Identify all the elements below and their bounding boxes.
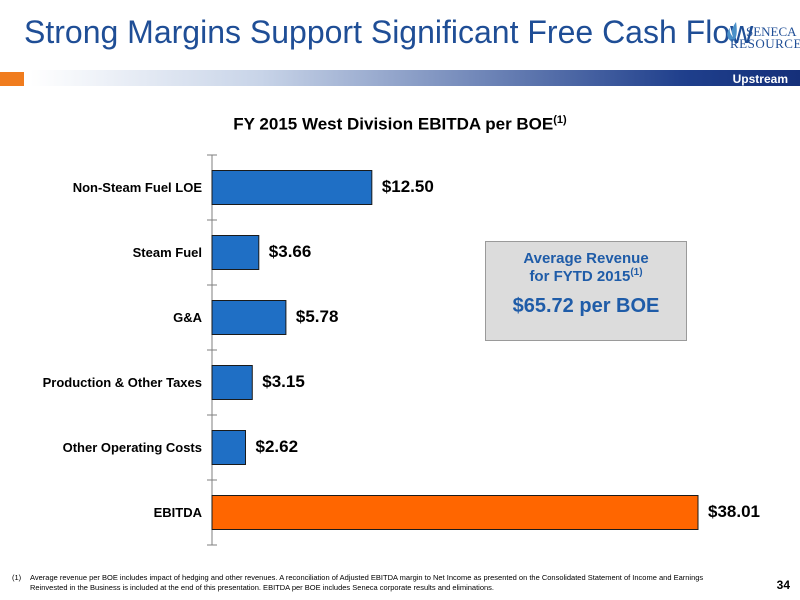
category-label: Other Operating Costs [62,439,202,455]
bar-other-operating-costs [211,430,246,465]
footnote-text: Average revenue per BOE includes impact … [30,573,704,592]
bar-ebitda [211,495,699,530]
logo-text-resources: RESOURCES [730,36,800,51]
category-label: EBITDA [153,504,202,520]
value-label: $3.66 [268,241,312,261]
callout-line2: for FYTD 2015(1) [529,267,643,285]
callout-value: $65.72 per BOE [512,295,660,317]
category-label: Production & Other Taxes [42,374,202,390]
section-tag: Upstream [732,72,788,86]
category-label: G&A [173,309,202,325]
footnote: (1) Average revenue per BOE includes imp… [12,573,712,593]
header-accent [0,72,24,86]
value-label: $5.78 [295,306,339,326]
chart-title: FY 2015 West Division EBITDA per BOE(1) [233,114,567,134]
bar-g-a [211,300,287,335]
page-number: 34 [776,578,790,592]
average-revenue-callout: Average Revenue for FYTD 2015(1) $65.72 … [485,241,687,341]
category-label: Non-Steam Fuel LOE [72,179,202,195]
header-band [30,70,800,86]
footnote-mark: (1) [12,573,22,582]
slide-title: Strong Margins Support Significant Free … [24,14,754,50]
flame-logo-icon [727,22,737,42]
value-label: $38.01 [708,501,760,521]
value-label: $2.62 [255,436,299,456]
value-label: $12.50 [381,176,434,196]
category-label: Steam Fuel [132,244,202,260]
bar-chart [207,154,699,546]
value-label: $3.15 [262,371,305,391]
bar-production-other-taxes [211,365,253,400]
bar-steam-fuel [211,235,260,270]
callout-line1: Average Revenue [523,250,649,267]
logo-text-seneca: SENECA [746,24,797,39]
bar-non-steam-fuel-loe [211,170,373,205]
